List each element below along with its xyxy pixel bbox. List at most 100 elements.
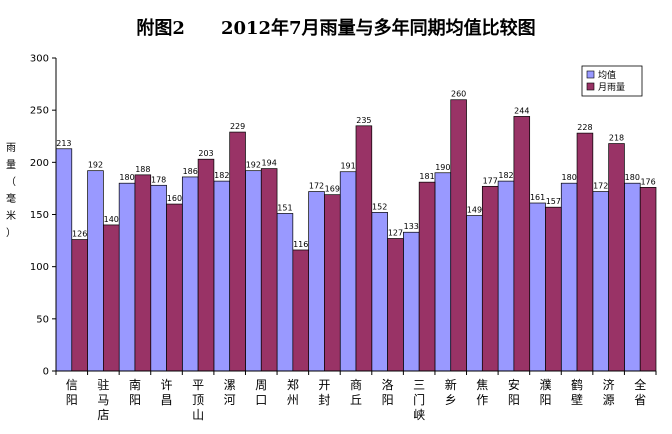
bar-mean: [403, 231, 420, 372]
data-label: 229: [230, 122, 245, 131]
data-label: 177: [483, 176, 498, 185]
bar-monthly: [545, 206, 562, 372]
bar-monthly: [387, 238, 404, 372]
x-tick-label-char: 漯: [224, 378, 236, 392]
chart-title: 附图2 2012年7月雨量与多年同期均值比较图: [136, 18, 536, 39]
x-tick-label-char: 昌: [161, 393, 173, 407]
x-tick-label-char: 濮: [539, 377, 551, 392]
x-tick-label-char: 顶: [192, 393, 204, 407]
x-tick-label-char: 开: [318, 378, 330, 392]
data-label: 160: [167, 194, 182, 203]
data-label: 152: [372, 202, 387, 211]
x-tick-label-char: 峡: [413, 408, 425, 422]
x-tick-label-char: 阳: [382, 393, 394, 407]
bar-mean: [118, 182, 136, 372]
x-tick-label-char: 封: [318, 393, 330, 407]
data-label: 213: [56, 139, 71, 148]
x-tick-label-char: 驻: [97, 377, 109, 392]
data-label: 192: [88, 161, 103, 170]
x-tick-label-char: 山: [192, 408, 204, 422]
x-tick-label-char: 马: [97, 393, 109, 407]
data-label: 203: [198, 149, 213, 158]
data-label: 180: [562, 173, 577, 182]
x-tick-label-char: 店: [97, 408, 109, 422]
bar-monthly: [418, 181, 436, 372]
x-tick-label-char: 河: [224, 393, 236, 407]
y-axis-label-char: ）: [6, 228, 16, 239]
y-tick-label: 300: [30, 54, 49, 65]
data-label: 186: [183, 167, 198, 176]
x-tick-label-char: 乡: [445, 393, 457, 407]
bar-monthly: [166, 203, 183, 372]
bar-monthly: [103, 224, 120, 372]
y-tick-label: 200: [30, 158, 49, 169]
x-tick-label-char: 周: [255, 378, 267, 392]
y-axis-label-char: 毫: [6, 194, 16, 205]
data-label: 116: [293, 240, 308, 249]
data-label: 182: [498, 171, 513, 180]
data-label: 180: [119, 173, 134, 182]
data-label: 178: [151, 175, 166, 184]
data-label: 161: [530, 193, 545, 202]
x-tick-label-char: 阳: [539, 393, 551, 407]
x-tick-label-char: 洛: [382, 377, 394, 392]
bar-mean: [497, 180, 515, 372]
bar-mean: [592, 191, 609, 372]
x-tick-label-char: 源: [603, 393, 615, 407]
x-tick-label-char: 丘: [350, 393, 362, 407]
bar-monthly: [134, 174, 152, 372]
y-tick-label: 0: [43, 367, 49, 378]
bar-monthly: [197, 158, 215, 372]
data-label: 182: [214, 171, 229, 180]
y-axis-label-char: 雨: [6, 143, 16, 154]
data-label: 244: [514, 106, 529, 115]
x-tick-label-char: 焦: [476, 378, 488, 392]
data-label: 176: [640, 177, 655, 186]
x-tick-label-char: 商: [350, 377, 362, 392]
data-label: 169: [325, 185, 340, 194]
bar-mean: [55, 148, 73, 372]
y-tick-label: 150: [30, 210, 49, 221]
bar-monthly: [576, 132, 594, 372]
y-axis-label-char: 米: [6, 211, 16, 222]
x-tick-label-char: 许: [161, 378, 173, 392]
data-label: 194: [262, 159, 277, 168]
bar-monthly: [355, 125, 373, 372]
legend-swatch: [586, 70, 595, 79]
bar-mean: [560, 182, 578, 372]
x-tick-label-char: 信: [66, 378, 78, 392]
data-label: 172: [593, 182, 608, 191]
bar-mean: [339, 171, 357, 372]
bar-monthly: [608, 143, 625, 372]
bar-mean: [213, 180, 231, 372]
data-label: 180: [625, 173, 640, 182]
data-label: 157: [546, 197, 561, 206]
data-label: 260: [451, 90, 466, 99]
bar-monthly: [481, 185, 499, 372]
bar-monthly: [292, 249, 309, 372]
legend-swatch: [586, 82, 595, 91]
bar-mean: [371, 212, 388, 372]
data-label: 133: [404, 222, 419, 231]
legend-label: 月雨量: [598, 82, 625, 93]
bar-mean: [276, 213, 294, 372]
bar-monthly: [229, 131, 246, 372]
data-label: 228: [577, 123, 592, 132]
y-axis-label-char: 量: [6, 160, 16, 171]
bar-mean: [245, 170, 262, 372]
x-tick-label-char: 全: [634, 377, 646, 392]
x-tick-label-char: 安: [508, 377, 520, 392]
x-tick-label-char: 口: [255, 393, 267, 407]
x-tick-label-char: 阳: [508, 393, 520, 407]
x-tick-label-char: 济: [603, 377, 615, 392]
y-axis-label-char: （: [6, 177, 16, 188]
bar-mean: [181, 176, 199, 372]
x-tick-label-char: 壁: [571, 392, 583, 407]
data-label: 190: [435, 163, 450, 172]
bar-monthly: [639, 187, 657, 372]
x-tick-label-char: 作: [476, 393, 488, 407]
x-tick-label-char: 门: [413, 392, 425, 407]
bar-mean: [434, 172, 452, 372]
bar-mean: [466, 215, 483, 372]
